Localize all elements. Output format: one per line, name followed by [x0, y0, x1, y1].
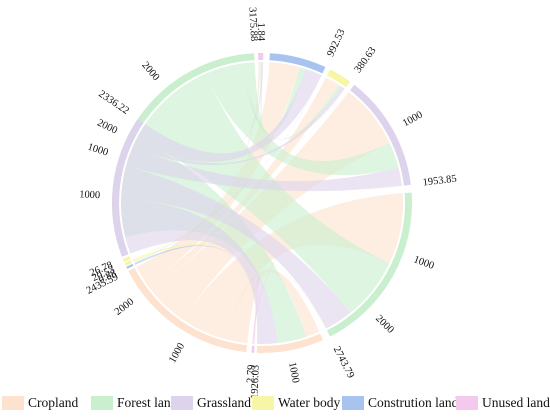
legend-swatch-grassland: [171, 396, 193, 410]
total-label-unused-land-target: 1.84: [255, 23, 266, 42]
legend-label-forest-land: Forest land: [117, 395, 178, 410]
tick-label-grassland-target-0: 1000: [401, 109, 425, 129]
legend-item-constrution-land: Constrution land: [342, 393, 458, 413]
ribbon-cropland-to-constrution-land: [136, 62, 300, 285]
ribbon-cropland-to-water-body: [147, 77, 339, 292]
ribbon-grassland-to-constrution-land: [134, 68, 322, 162]
ribbon-cropland-to-cropland: [226, 269, 320, 344]
total-label-grassland-source: 2336.22: [96, 89, 130, 117]
total-label-water-body-target: 380.63: [353, 45, 379, 75]
legend-label-water-body: Water body: [278, 395, 341, 410]
ribbon-forest-land-to-grassland: [205, 63, 399, 176]
legend-label-grassland: Grassland: [197, 395, 251, 410]
sector-arc-forest-land-target: [326, 192, 412, 337]
total-label-forest-land-source: 3175.88: [246, 7, 259, 42]
legend-swatch-constrution-land: [342, 396, 364, 410]
tick-label-grassland-source-0: 1000: [79, 189, 100, 201]
tick-label-forest-land-source-1: 2000: [139, 60, 161, 83]
sector-arc-water-body-target: [326, 69, 351, 88]
tick-label-forest-land-target-0: 1000: [412, 254, 436, 272]
tick-label-forest-land-target-1: 2000: [373, 313, 396, 336]
legend-label-unused-land: Unused land: [482, 395, 550, 410]
tick-label-grassland-source-1: 2000: [95, 118, 119, 137]
sector-arc-water-body-source: [124, 260, 133, 266]
ribbon-group: [121, 62, 404, 345]
total-label-grassland-target: 1953.85: [422, 174, 457, 189]
total-label-unused-land-source: 2.79: [245, 364, 257, 383]
ribbon-forest-land-to-constrution-land: [244, 62, 306, 135]
legend-label-constrution-land: Constrution land: [368, 395, 459, 410]
tick-label-cropland-target-0: 1000: [286, 361, 301, 384]
legend-item-forest-land: Forest land: [91, 393, 177, 413]
tick-label-cropland-source-1: 2000: [113, 296, 136, 317]
legend-item-cropland: Cropland: [2, 393, 78, 413]
total-label-cropland-target: 1926.03: [250, 365, 262, 399]
legend-swatch-water-body: [252, 396, 274, 410]
sector-arc-constrution-land-target: [269, 53, 326, 74]
legend-swatch-unused-land: [456, 396, 478, 410]
sector-arc-grassland-source: [111, 119, 144, 257]
sector-arc-water-body-source-b: [122, 256, 131, 263]
ribbon-forest-land-to-unused-land: [254, 62, 262, 133]
ribbon-grassland-to-cropland: [121, 199, 278, 345]
total-label-constrution-land-target: 992.53: [325, 28, 347, 59]
sector-arc-unused-land-target: [258, 53, 264, 61]
legend-swatch-forest-land: [91, 396, 113, 410]
sector-arc-grassland-target: [350, 84, 411, 186]
sector-arc-cropland-source: [128, 267, 248, 353]
ribbon-grassland-to-forest-land: [121, 165, 351, 329]
sector-arc-constrution-land-source: [126, 263, 134, 269]
ribbon-cropland-to-forest-land: [182, 193, 404, 340]
legend-label-cropland: Cropland: [28, 395, 79, 410]
legend-item-grassland: Grassland: [171, 393, 251, 413]
legend-item-unused-land: Unused land: [456, 393, 550, 413]
sector-arc-cropland-target: [256, 333, 324, 354]
legend-item-water-body: Water body: [252, 393, 340, 413]
total-label-forest-land-target: 2743.79: [331, 345, 356, 380]
ribbon-forest-land-to-forest-land: [137, 73, 390, 313]
legend-swatch-cropland: [2, 396, 24, 410]
sector-arc-group: [111, 53, 412, 354]
ribbon-grassland-to-grassland: [125, 146, 402, 192]
tick-label-cropland-source-0: 1000: [167, 341, 187, 365]
tick-label-forest-land-source-0: 1000: [86, 142, 109, 159]
sector-arc-unused-land-source: [251, 345, 255, 353]
legend: Cropland Forest land Grassland Water bod…: [0, 393, 550, 415]
